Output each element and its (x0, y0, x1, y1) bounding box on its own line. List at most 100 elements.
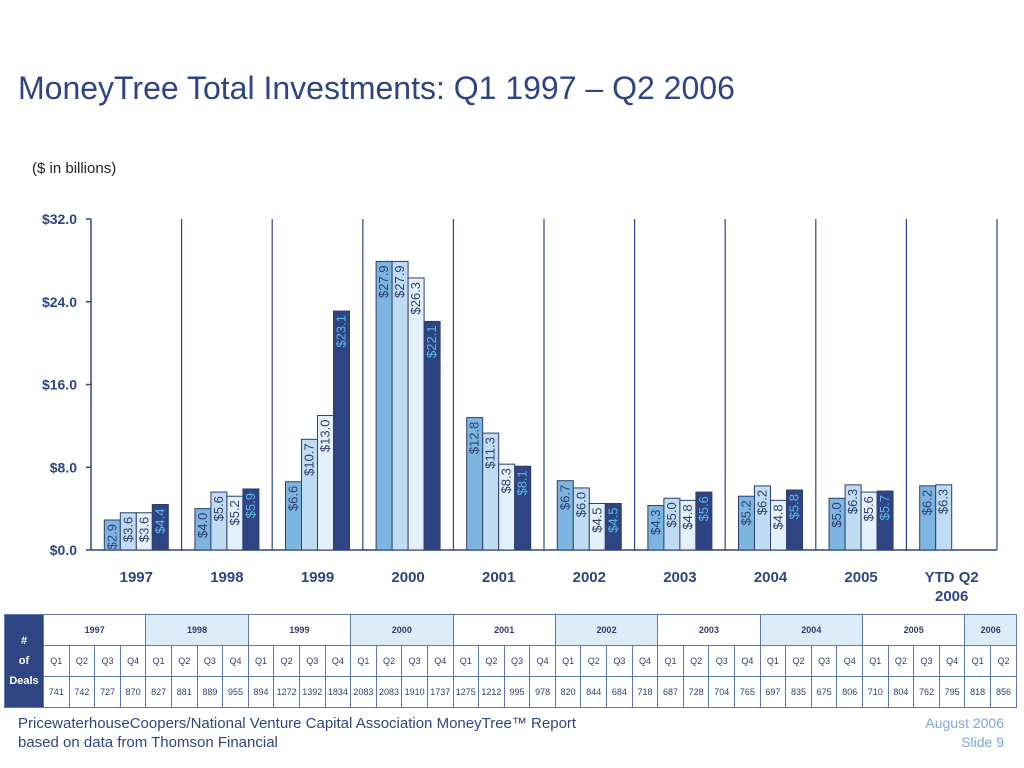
bar-value-label: $27.9 (392, 265, 407, 298)
y-tick-label: $0.0 (50, 542, 77, 558)
bar-value-label: $3.6 (120, 517, 135, 542)
deals-count-cell: 2083 (375, 676, 403, 708)
deals-quarter-cell: Q4 (222, 645, 249, 677)
deals-year-header: 1997 (42, 614, 147, 646)
bar-value-label: $4.8 (771, 504, 786, 529)
deals-quarter-cell: Q3 (810, 645, 838, 677)
deals-quarter-cell: Q4 (938, 645, 966, 677)
deals-quarter-cell: Q2 (273, 645, 300, 677)
deals-quarter-cell: Q4 (119, 645, 147, 677)
x-category-label: 1997 (120, 569, 153, 586)
slide-info: August 2006 Slide 9 (925, 714, 1004, 752)
bar-value-label: $11.3 (483, 437, 498, 469)
bar-value-label: $5.7 (877, 495, 892, 520)
page-title: MoneyTree Total Investments: Q1 1997 – Q… (18, 70, 735, 106)
deals-quarter-cell: Q1 (964, 645, 991, 677)
bar-value-label: $6.2 (920, 490, 935, 515)
deals-count-cell: 856 (989, 676, 1018, 708)
footer-line-2: based on data from Thomson Financial (18, 734, 278, 751)
deals-header-word: # (20, 635, 28, 647)
deals-count-cell: 1272 (273, 676, 300, 708)
deals-quarter-cell: Q2 (580, 645, 608, 677)
deals-header-word: of (18, 655, 30, 667)
bar-value-label: $5.2 (739, 500, 754, 525)
deals-count-cell: 995 (503, 676, 531, 708)
x-category-label: 2002 (573, 569, 606, 586)
bar-value-label: $4.3 (648, 510, 663, 535)
deals-count-cell: 818 (964, 676, 991, 708)
bar-value-label: $5.8 (787, 494, 802, 519)
x-category-label: YTD Q2 (925, 569, 979, 586)
deals-year-header: 2005 (861, 614, 966, 646)
deals-quarter-cell: Q1 (657, 645, 684, 677)
deals-quarter-cell: Q4 (631, 645, 659, 677)
bar-q4 (786, 489, 803, 551)
bar-value-label: $8.1 (515, 470, 530, 495)
bar-value-label: $27.9 (376, 265, 391, 298)
slide-number: Slide 9 (961, 734, 1004, 750)
deals-quarter-cell: Q2 (478, 645, 505, 677)
deals-count-cell: 742 (68, 676, 96, 708)
deals-header: # of Deals (4, 614, 44, 708)
bar-value-label: $10.7 (302, 443, 317, 476)
deals-year-header: 2002 (554, 614, 659, 646)
x-category-label: 2006 (935, 588, 968, 605)
deals-quarter-cell: Q2 (375, 645, 403, 677)
deals-count-cell: 827 (145, 676, 172, 708)
deals-count-cell: 710 (862, 676, 889, 708)
bar-value-label: $5.6 (861, 496, 876, 521)
x-category-label: 2001 (482, 569, 515, 586)
deals-quarter-cell: Q1 (554, 645, 582, 677)
deals-count-cell: 1910 (401, 676, 428, 708)
deals-count-cell: 727 (94, 676, 121, 708)
deals-quarter-cell: Q3 (401, 645, 428, 677)
x-category-label: 2003 (663, 569, 696, 586)
deals-year-header: 1998 (145, 614, 249, 646)
deals-quarter-cell: Q4 (836, 645, 863, 677)
deals-quarter-cell: Q4 (324, 645, 352, 677)
bar-q4 (604, 502, 622, 551)
deals-count-cell: 1834 (324, 676, 352, 708)
bar-value-label: $5.6 (696, 496, 711, 521)
deals-count-cell: 820 (554, 676, 582, 708)
bar-value-label: $23.1 (334, 315, 349, 348)
deals-count-cell: 1392 (298, 676, 326, 708)
deals-quarter-cell: Q1 (759, 645, 787, 677)
deals-count-cell: 806 (836, 676, 863, 708)
deals-count-cell: 804 (887, 676, 915, 708)
deals-quarter-cell: Q2 (682, 645, 710, 677)
bar-q4 (423, 320, 441, 551)
deals-count-cell: 835 (785, 676, 812, 708)
footer-line-1: PricewaterhouseCoopers/National Venture … (18, 715, 577, 732)
deals-quarter-cell: Q3 (196, 645, 224, 677)
deals-table: # of Deals 1997 1998 1999 2000 2001 2002 2003 2004… (4, 614, 1018, 708)
bar-q1 (375, 260, 393, 551)
deals-count-cell: 955 (222, 676, 249, 708)
deals-quarter-cell: Q1 (43, 645, 70, 677)
deals-quarter-cell: Q2 (68, 645, 96, 677)
deals-count-cell: 687 (657, 676, 684, 708)
x-category-label: 2004 (754, 569, 788, 586)
deals-count-cell: 978 (529, 676, 556, 708)
bar-value-label: $4.8 (680, 504, 695, 529)
bar-value-label: $3.6 (136, 517, 151, 542)
bar-value-label: $4.5 (605, 507, 620, 532)
bar-q2 (391, 260, 409, 551)
bar-value-label: $4.0 (195, 513, 210, 538)
y-tick-label: $24.0 (42, 294, 77, 310)
deals-count-cell: 697 (759, 676, 787, 708)
bar-q4 (695, 491, 713, 551)
bar-value-label: $13.0 (318, 420, 333, 453)
deals-count-cell: 741 (43, 676, 70, 708)
deals-quarter-cell: Q3 (94, 645, 121, 677)
investment-bar-chart: $0.0$8.0$16.0$24.0$32.0$2.9 $3.6 $3.6 $4.41… (42, 211, 998, 605)
deals-quarter-cell: Q4 (734, 645, 761, 677)
bar-value-label: $6.3 (936, 489, 951, 514)
bar-value-label: $5.6 (211, 496, 226, 521)
x-category-label: 2000 (391, 569, 424, 586)
deals-count-cell: 1212 (478, 676, 505, 708)
deals-count-cell: 1737 (426, 676, 454, 708)
bar-value-label: $4.4 (152, 508, 167, 533)
deals-quarter-cell: Q1 (452, 645, 480, 677)
x-category-label: 1998 (210, 569, 243, 586)
